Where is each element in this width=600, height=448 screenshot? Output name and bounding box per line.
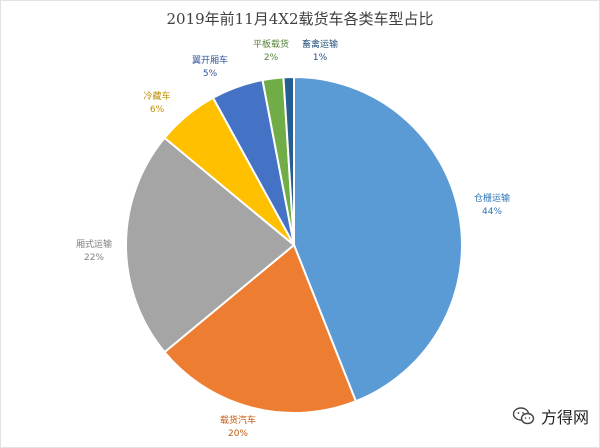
slice-label-percent: 20% bbox=[227, 429, 248, 439]
slice-label-name: 畜禽运输 bbox=[301, 40, 338, 50]
slice-label-name: 翼开厢车 bbox=[191, 56, 228, 66]
slice-label-percent: 44% bbox=[481, 207, 502, 217]
slice-label-3: 厢式运输 22% bbox=[64, 239, 124, 265]
slice-label-name: 平板载货 bbox=[252, 40, 289, 50]
slice-label-name: 冷藏车 bbox=[143, 92, 171, 102]
slice-label-percent: 5% bbox=[202, 69, 218, 79]
slice-label-5: 翼开厢车 5% bbox=[180, 55, 240, 81]
slice-label-6: 平板载货 2% bbox=[241, 39, 301, 65]
pie-slice-7 bbox=[282, 75, 295, 246]
chart-title: 2019年前11月4X2载货车各类车型占比 bbox=[166, 10, 434, 28]
slice-label-1: 仓栅运输 44% bbox=[462, 193, 522, 219]
pie-slice-2 bbox=[163, 243, 358, 414]
slice-label-percent: 6% bbox=[149, 105, 165, 115]
watermark-text: 方得网 bbox=[541, 408, 590, 427]
slice-label-percent: 1% bbox=[312, 53, 328, 63]
wechat-icon bbox=[512, 407, 535, 425]
pie-slice-1 bbox=[293, 75, 463, 403]
slice-label-percent: 22% bbox=[83, 253, 104, 263]
slice-label-percent: 2% bbox=[263, 53, 279, 63]
slice-label-name: 载货汽车 bbox=[219, 416, 256, 426]
watermark: 方得网 bbox=[512, 404, 589, 428]
slice-label-name: 仓栅运输 bbox=[473, 194, 510, 204]
slice-label-4: 冷藏车 6% bbox=[127, 91, 187, 117]
slice-label-7: 畜禽运输 1% bbox=[290, 39, 350, 65]
pie-slice-3 bbox=[124, 136, 296, 354]
slice-label-name: 厢式运输 bbox=[75, 240, 112, 250]
slice-label-2: 载货汽车 20% bbox=[208, 415, 268, 441]
